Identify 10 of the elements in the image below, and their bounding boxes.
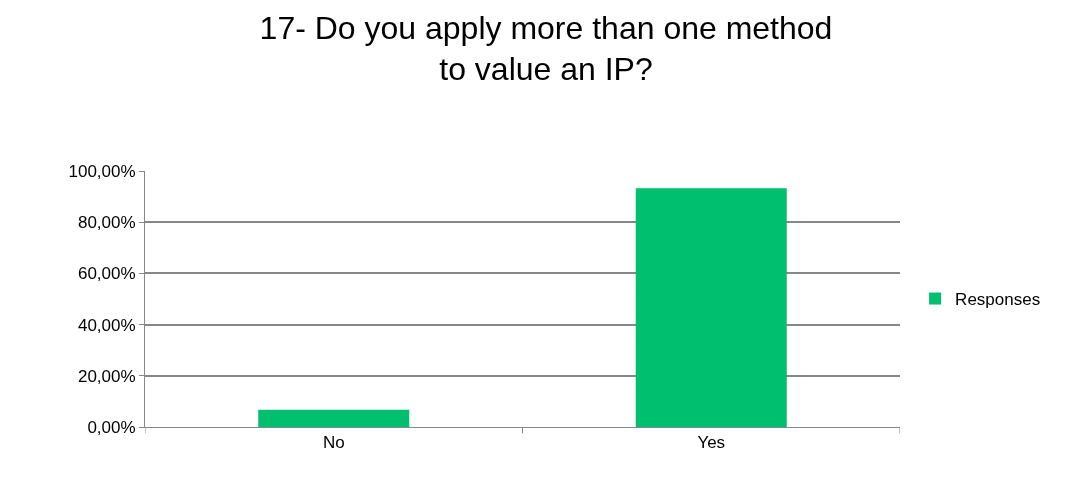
chart-title: 17- Do you apply more than one method to value an IP? (259, 9, 833, 88)
legend-label: Responses (955, 290, 1041, 310)
x-tick-label: No (322, 433, 345, 453)
y-tick-label: 80,00% (77, 213, 136, 233)
y-tick-label: 20,00% (77, 366, 136, 386)
y-tick-label: 0,00% (87, 417, 136, 437)
y-tick-label: 40,00% (77, 315, 136, 335)
y-tick-label: 100,00% (68, 161, 136, 181)
x-tick-label: Yes (697, 433, 726, 453)
y-tick-label: 60,00% (77, 264, 136, 284)
